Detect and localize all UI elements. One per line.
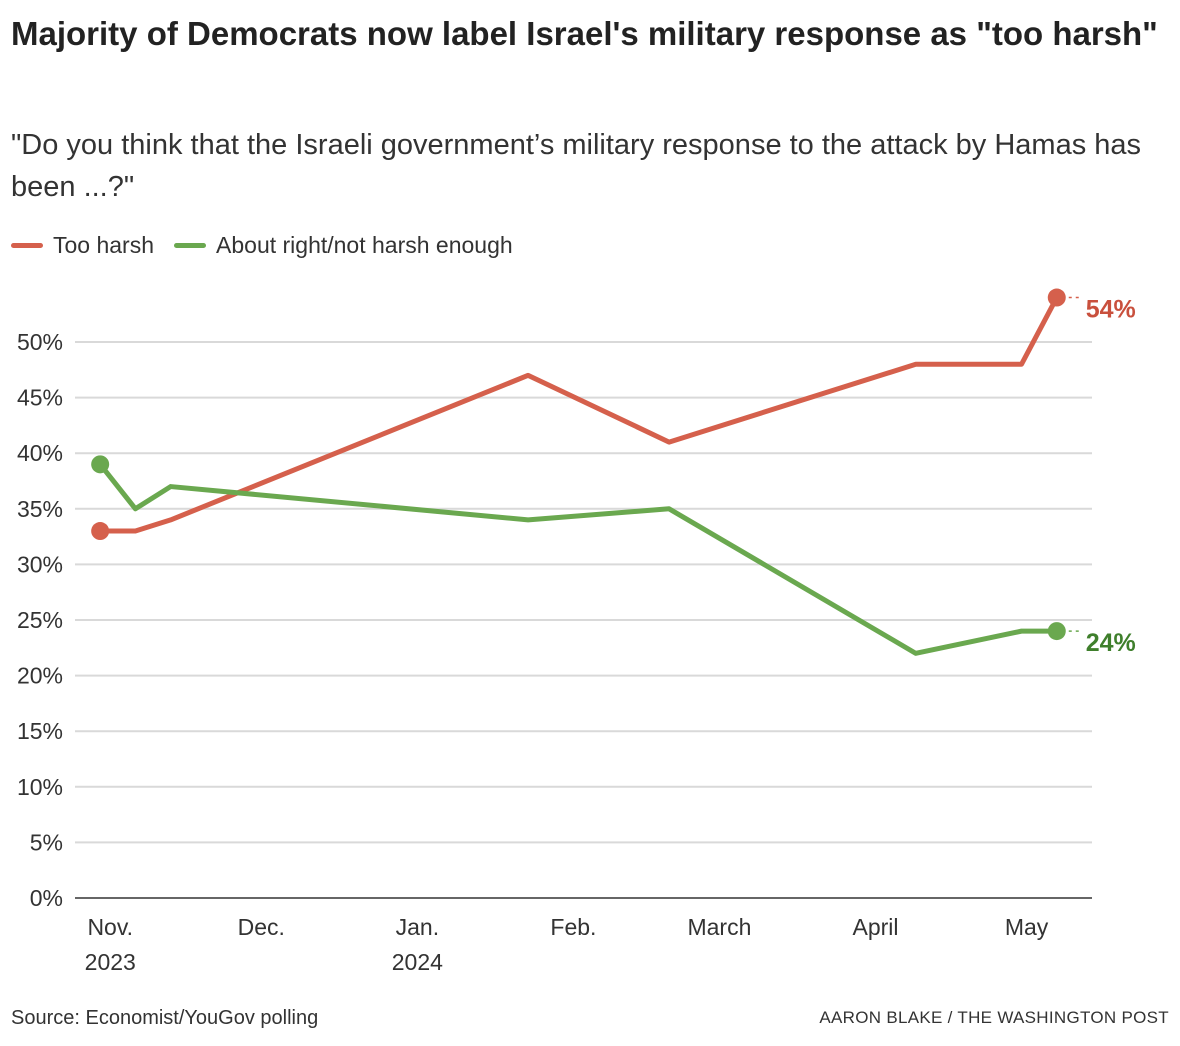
x-tick-label: April (853, 914, 899, 940)
y-tick-label: 5% (30, 829, 63, 855)
end-value-label: 54% (1086, 296, 1136, 324)
y-tick-label: 25% (17, 607, 63, 633)
y-tick-label: 40% (17, 440, 63, 466)
series-end-point (1047, 622, 1066, 641)
legend-swatch-too-harsh (11, 243, 43, 248)
y-tick-label: 20% (17, 663, 63, 689)
series-start-point (91, 522, 110, 541)
x-tick-sublabel: 2023 (85, 949, 136, 975)
series-end-point (1047, 288, 1066, 307)
x-tick-label: March (687, 914, 751, 940)
x-tick-label: Dec. (238, 914, 285, 940)
end-value-label: 24% (1086, 629, 1136, 657)
x-tick-label: Feb. (550, 914, 596, 940)
x-tick-label: Nov. (87, 914, 133, 940)
y-tick-label: 10% (17, 774, 63, 800)
legend-label: About right/not harsh enough (216, 232, 513, 258)
legend-label: Too harsh (53, 232, 155, 258)
series-line-1 (97, 461, 1060, 656)
y-tick-label: 0% (30, 885, 63, 911)
source-note: Source: Economist/YouGov polling (11, 1007, 319, 1029)
credit-line: AARON BLAKE / THE WASHINGTON POST (819, 1008, 1169, 1027)
legend-item-about-right: About right/not harsh enough (174, 232, 513, 259)
x-tick-label: May (1005, 914, 1049, 940)
x-tick-label: Jan. (396, 914, 439, 940)
y-tick-label: 50% (17, 329, 63, 355)
legend-item-too-harsh: Too harsh (11, 232, 154, 259)
legend-swatch-about-right (174, 243, 207, 248)
x-tick-sublabel: 2024 (392, 949, 443, 975)
y-tick-label: 15% (17, 718, 63, 744)
legend: Too harsh About right/not harsh enough (11, 232, 513, 259)
chart-subtitle: "Do you think that the Israeli governmen… (11, 129, 1142, 203)
y-tick-label: 35% (17, 496, 63, 522)
series-start-point (91, 455, 110, 474)
y-tick-label: 30% (17, 551, 63, 577)
chart-title: Majority of Democrats now label Israel's… (11, 15, 1158, 52)
y-tick-label: 45% (17, 385, 63, 411)
series-line-0 (97, 295, 1060, 534)
